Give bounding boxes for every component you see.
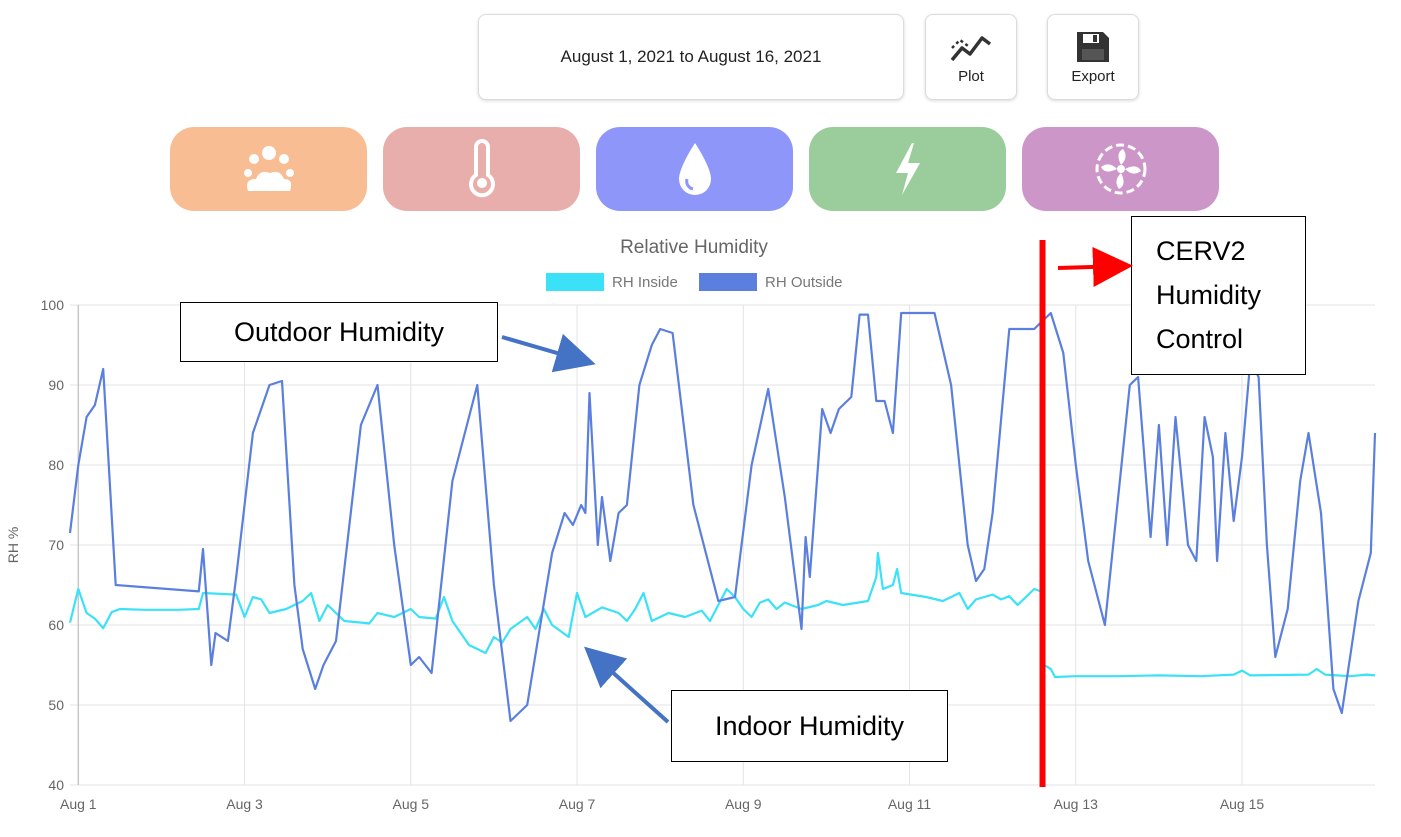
series-line-rh-outside [68, 311, 1377, 723]
x-tick-label: Aug 1 [60, 796, 97, 812]
y-tick-label: 60 [48, 617, 64, 633]
outdoor-humidity-label: Outdoor Humidity [233, 316, 445, 347]
indoor-humidity-label: Indoor Humidity [714, 710, 905, 741]
water-drop-icon [678, 143, 711, 195]
y-tick-label: 50 [48, 697, 64, 713]
legend: RH Inside RH Outside [546, 273, 843, 291]
weather-icon [243, 146, 294, 191]
y-tick-label: 70 [48, 537, 64, 553]
plot-button[interactable]: Plot [925, 14, 1017, 100]
date-range-label: August 1, 2021 to August 16, 2021 [560, 47, 822, 66]
x-tick-label: Aug 13 [1054, 796, 1099, 812]
x-tick-label: Aug 7 [559, 796, 596, 812]
x-tick-label: Aug 5 [392, 796, 429, 812]
y-tick-label: 80 [48, 457, 64, 473]
x-tick-label: Aug 15 [1220, 796, 1265, 812]
y-tick-label: 90 [48, 377, 64, 393]
y-axis-label: RH % [5, 527, 21, 564]
plot-label: Plot [958, 67, 984, 85]
weather-category-button[interactable] [170, 127, 367, 211]
humidity-category-button[interactable] [596, 127, 793, 211]
legend-swatch-outside[interactable] [699, 273, 757, 291]
legend-swatch-inside[interactable] [546, 273, 604, 291]
x-tick-label: Aug 9 [725, 796, 762, 812]
indoor-humidity-callout: Indoor Humidity [671, 690, 948, 762]
cerv2-label-line2: Humidity [1156, 280, 1262, 310]
x-tick-label: Aug 11 [888, 796, 932, 812]
y-tick-label: 40 [48, 777, 64, 793]
x-tick-label: Aug 3 [226, 796, 263, 812]
line-chart-icon [950, 35, 992, 61]
cerv2-label-line1: CERV2 [1156, 236, 1246, 266]
energy-category-button[interactable] [809, 127, 1006, 211]
export-label: Export [1071, 67, 1115, 85]
export-button[interactable]: Export [1047, 14, 1139, 100]
temperature-category-button[interactable] [383, 127, 580, 211]
fan-icon [1095, 143, 1146, 195]
thermometer-icon [468, 139, 495, 198]
series-line-rh-inside [68, 551, 1376, 679]
y-tick-label: 100 [41, 297, 65, 313]
cerv2-humidity-control-callout: CERV2 Humidity Control [1131, 216, 1306, 375]
ventilation-category-button[interactable] [1022, 127, 1219, 211]
cerv2-label-line3: Control [1156, 324, 1244, 354]
lightning-icon [895, 143, 920, 195]
legend-label-inside: RH Inside [612, 274, 678, 291]
date-range-button[interactable]: August 1, 2021 to August 16, 2021 [478, 14, 904, 100]
legend-label-outside: RH Outside [765, 274, 843, 291]
floppy-disk-icon [1077, 31, 1109, 62]
chart-title: Relative Humidity [620, 237, 768, 258]
outdoor-humidity-callout: Outdoor Humidity [180, 302, 498, 362]
